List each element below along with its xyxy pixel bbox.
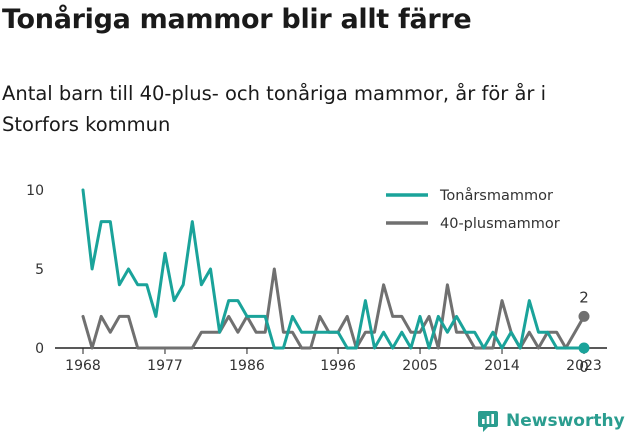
end-point-tonarsmammor [578,342,590,354]
x-tick-label: 2023 [566,358,602,374]
y-tick-label: 10 [26,183,44,199]
x-tick-label: 1968 [65,358,101,374]
x-tick-label: 1996 [320,358,356,374]
series-line-tonarsmammor [81,188,586,350]
end-point-40-plusmammor [578,310,590,322]
x-tick-label: 1986 [229,358,265,374]
chart-subtitle: Antal barn till 40-plus- och tonåriga ma… [2,82,547,136]
end-label-tonarsmammor: 0 [579,358,589,376]
x-tick-label: 2014 [484,358,520,374]
legend-label: 40-plusmammor [440,216,560,232]
line-chart: 0 5 10 1968 1977 1986 1996 2005 2014 2023 2 0 Tonårs… [26,183,607,376]
chart-title: Tonåriga mammor blir allt färre [2,4,472,35]
y-tick-label: 0 [35,341,44,357]
legend-label: Tonårsmammor [439,187,553,204]
brand-logo: Newsworthy [476,409,625,433]
x-tick-label: 2005 [402,358,438,374]
brand-name: Newsworthy [506,411,625,431]
y-tick-label: 5 [35,262,44,278]
end-label-40-plusmammor: 2 [579,288,589,306]
newsworthy-icon [478,411,498,432]
x-tick-label: 1977 [147,358,183,374]
